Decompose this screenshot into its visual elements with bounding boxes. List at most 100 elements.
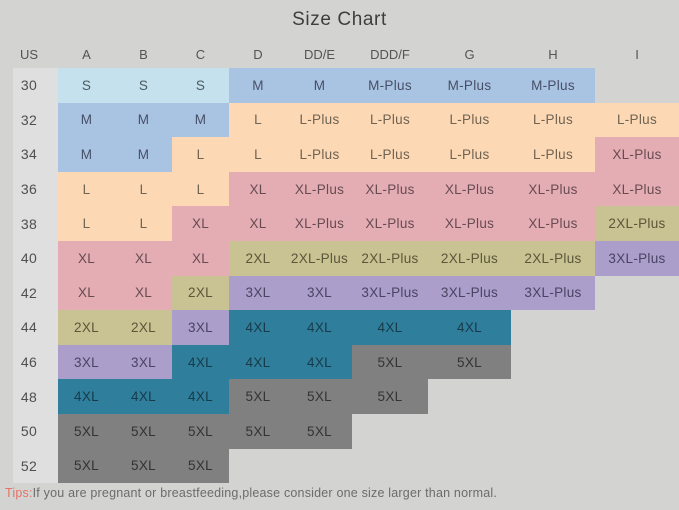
size-cell: XL-Plus [352, 171, 428, 207]
size-cell: XL [115, 240, 172, 276]
empty-cell [511, 345, 595, 380]
empty-cell [229, 449, 287, 484]
size-cell: 4XL [115, 379, 172, 414]
size-cell: L-Plus [511, 102, 595, 138]
empty-cell [428, 449, 511, 484]
size-cell: 3XL [229, 275, 287, 311]
empty-cell [428, 414, 511, 449]
size-cell: XL [58, 240, 115, 276]
page-title: Size Chart [292, 9, 387, 30]
us-size-label: 32 [20, 111, 38, 128]
size-cell: M [58, 102, 115, 138]
size-cell: 5XL [172, 413, 229, 449]
size-cell: XL-Plus [511, 171, 595, 207]
size-cell: XL-Plus [511, 206, 595, 241]
size-cell: 5XL [58, 413, 115, 449]
column-header-g: G [464, 46, 475, 62]
empty-cell [287, 449, 352, 484]
size-cell: XL [172, 240, 229, 276]
size-cell: L [229, 137, 287, 172]
size-cell: 5XL [287, 379, 352, 414]
us-size-label: 38 [20, 215, 38, 232]
size-cell: 3XL [287, 275, 352, 311]
size-cell: L [58, 171, 115, 207]
column-header-d: D [253, 46, 263, 62]
size-cell: 2XL-Plus [352, 240, 428, 276]
size-cell: M [287, 68, 352, 103]
empty-cell [595, 449, 679, 484]
us-size-label: 46 [20, 354, 38, 371]
us-size-label: 36 [20, 181, 38, 198]
empty-cell [511, 449, 595, 484]
size-cell: M [115, 102, 172, 138]
size-cell: 3XL-Plus [428, 275, 511, 311]
size-cell: L [58, 206, 115, 241]
size-cell: 5XL [172, 448, 229, 484]
us-size-label: 44 [20, 319, 38, 336]
size-cell: 2XL [115, 310, 172, 345]
column-header-dd-e: DD/E [303, 46, 336, 62]
size-cell: 2XL-Plus [595, 206, 679, 241]
size-cell: XL [58, 275, 115, 311]
size-cell: XL-Plus [352, 206, 428, 241]
size-cell: L-Plus [595, 102, 679, 138]
us-size-label: 52 [20, 457, 38, 474]
size-cell: 4XL [229, 344, 287, 380]
size-cell: 4XL [229, 310, 287, 345]
size-cell: L-Plus [428, 102, 511, 138]
size-cell: 5XL [115, 413, 172, 449]
size-cell: XL-Plus [428, 171, 511, 207]
size-cell: XL [229, 206, 287, 241]
size-cell: 2XL [229, 240, 287, 276]
size-cell: 3XL-Plus [511, 275, 595, 311]
size-cell: L-Plus [352, 137, 428, 172]
size-cell: 4XL [428, 310, 511, 345]
empty-cell [511, 414, 595, 449]
size-cell: 2XL-Plus [428, 240, 511, 276]
empty-cell [428, 379, 511, 414]
column-header-c: C [195, 46, 206, 62]
size-cell: 5XL [58, 448, 115, 484]
size-cell: L-Plus [287, 102, 352, 138]
size-cell: XL [229, 171, 287, 207]
tips-text: If you are pregnant or breastfeeding,ple… [32, 486, 498, 500]
size-cell: M [58, 137, 115, 172]
size-cell: 4XL [58, 379, 115, 414]
tips-label: Tips: [5, 486, 33, 500]
size-cell: 5XL [287, 413, 352, 449]
us-size-label: 42 [20, 284, 38, 301]
size-cell: 5XL [115, 448, 172, 484]
size-cell: M-Plus [511, 68, 595, 103]
size-cell: XL [172, 206, 229, 241]
size-cell: M [229, 68, 287, 103]
us-size-label: 34 [20, 146, 38, 163]
empty-cell [352, 449, 428, 484]
size-cell: 2XL [172, 275, 229, 311]
empty-cell [595, 310, 679, 345]
size-cell: L [115, 206, 172, 241]
size-cell: M-Plus [352, 68, 428, 103]
size-cell: M-Plus [428, 68, 511, 103]
empty-cell [352, 414, 428, 449]
size-cell: 5XL [352, 379, 428, 414]
size-cell: 2XL [58, 310, 115, 345]
size-cell: XL-Plus [287, 171, 352, 207]
column-header-us: US [19, 46, 39, 62]
size-cell: 4XL [287, 310, 352, 345]
us-size-label: 40 [20, 250, 38, 267]
size-cell: XL-Plus [595, 137, 679, 172]
size-cell: XL-Plus [287, 206, 352, 241]
size-cell: 5XL [229, 413, 287, 449]
size-cell: 5XL [428, 344, 511, 380]
us-size-label: 48 [20, 388, 38, 405]
column-header-h: H [548, 46, 558, 62]
size-cell: L-Plus [511, 137, 595, 172]
size-cell: 3XL-Plus [595, 240, 679, 276]
size-cell: 3XL [172, 310, 229, 345]
size-cell: L [172, 171, 229, 207]
empty-cell [595, 379, 679, 414]
size-cell: 4XL [287, 344, 352, 380]
size-cell: L [229, 102, 287, 138]
empty-cell [511, 379, 595, 414]
size-cell: 3XL [115, 344, 172, 380]
